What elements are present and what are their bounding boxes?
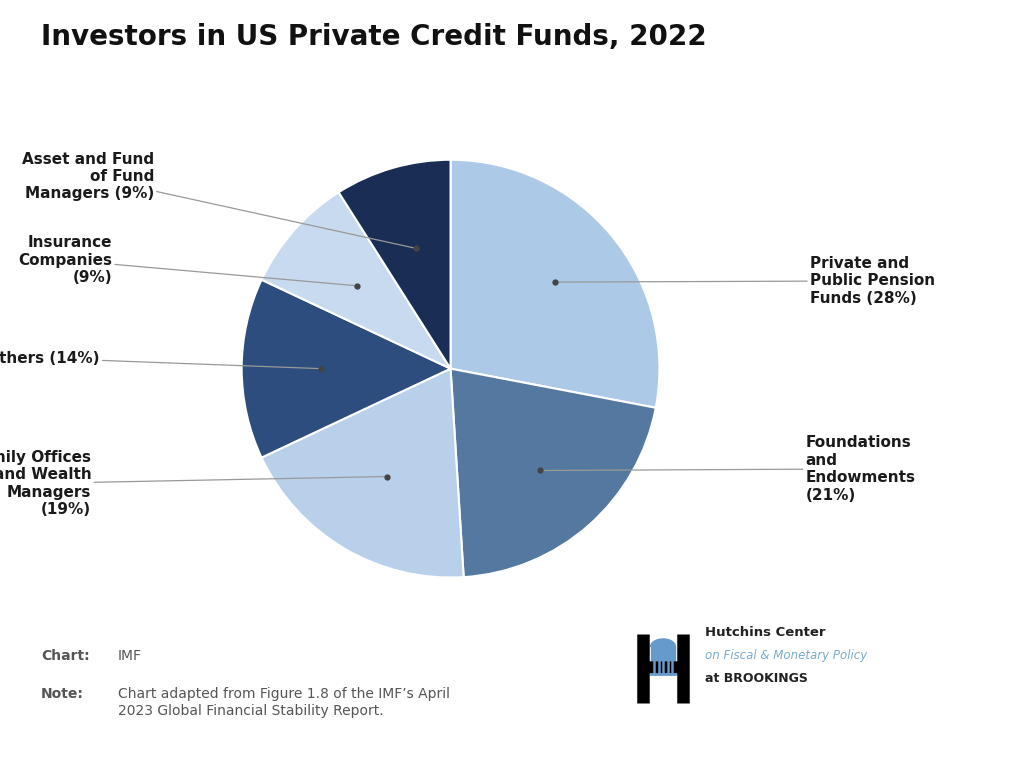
Text: Asset and Fund
of Fund
Managers (9%): Asset and Fund of Fund Managers (9%) <box>22 151 416 248</box>
Text: at BROOKINGS: at BROOKINGS <box>705 672 807 685</box>
Text: Insurance
Companies
(9%): Insurance Companies (9%) <box>18 235 356 286</box>
Wedge shape <box>451 160 659 408</box>
Text: Investors in US Private Credit Funds, 2022: Investors in US Private Credit Funds, 20… <box>41 23 707 51</box>
Wedge shape <box>261 192 451 369</box>
Text: Chart:: Chart: <box>41 649 89 663</box>
Text: Note:: Note: <box>41 687 84 701</box>
Text: Chart adapted from Figure 1.8 of the IMF’s April
2023 Global Financial Stability: Chart adapted from Figure 1.8 of the IMF… <box>118 687 450 717</box>
Text: Foundations
and
Endowments
(21%): Foundations and Endowments (21%) <box>541 435 915 502</box>
Text: IMF: IMF <box>118 649 141 663</box>
Wedge shape <box>242 280 451 458</box>
Wedge shape <box>261 369 464 578</box>
Text: Others (14%): Others (14%) <box>0 351 322 369</box>
Text: Private and
Public Pension
Funds (28%): Private and Public Pension Funds (28%) <box>555 256 935 306</box>
Text: Hutchins Center: Hutchins Center <box>705 626 825 639</box>
Wedge shape <box>451 369 655 577</box>
Text: on Fiscal & Monetary Policy: on Fiscal & Monetary Policy <box>705 649 866 662</box>
Wedge shape <box>339 160 451 369</box>
Polygon shape <box>650 639 676 647</box>
Text: Family Offices
and Wealth
Managers
(19%): Family Offices and Wealth Managers (19%) <box>0 450 387 517</box>
